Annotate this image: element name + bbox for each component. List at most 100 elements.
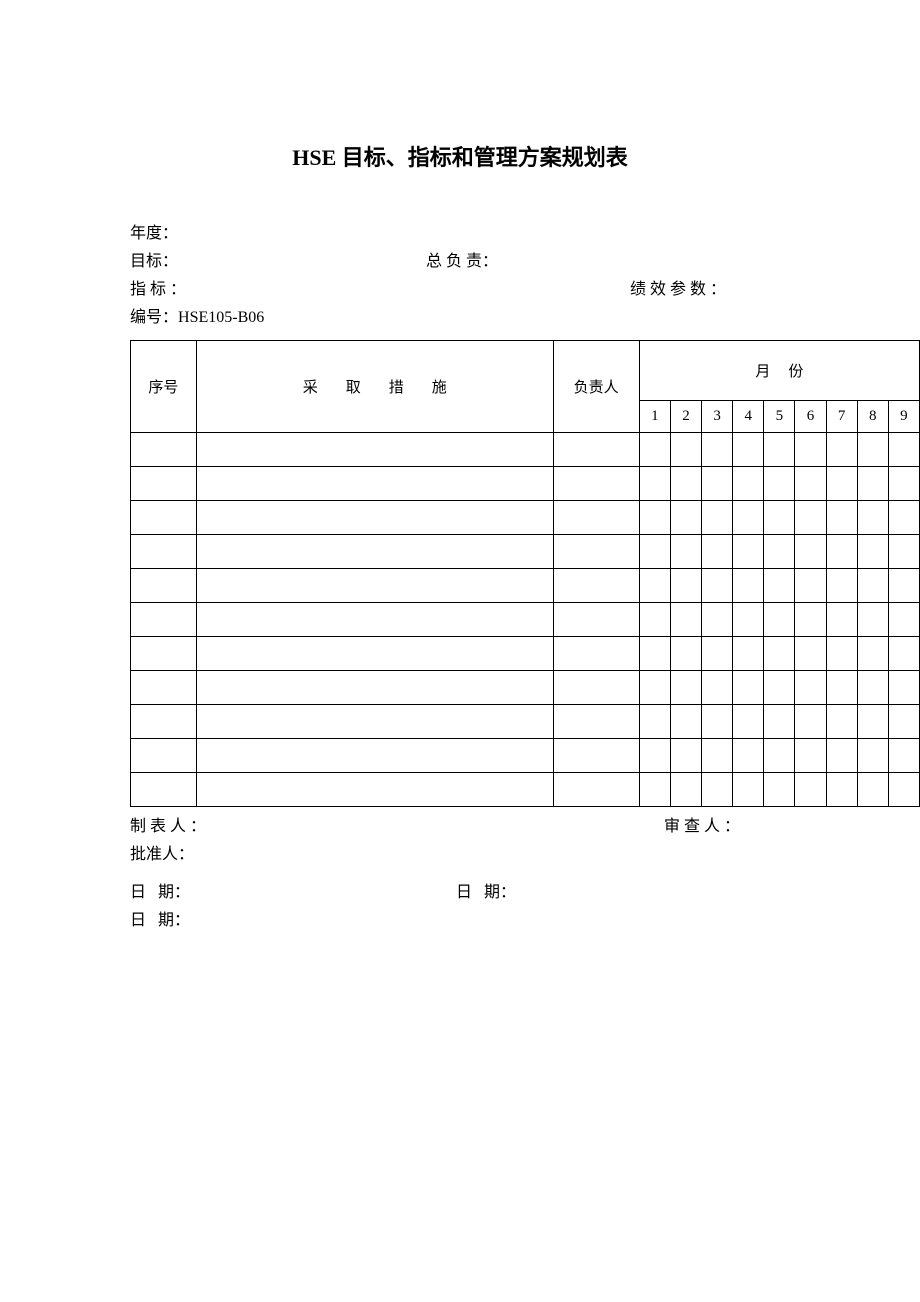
table-cell bbox=[795, 739, 826, 773]
table-cell bbox=[733, 569, 764, 603]
footer-row-1: 制 表 人 ： 审 查 人 ： bbox=[130, 813, 920, 841]
table-cell bbox=[670, 569, 701, 603]
table-cell bbox=[795, 705, 826, 739]
table-row bbox=[131, 569, 920, 603]
table-cell bbox=[131, 467, 197, 501]
table-row bbox=[131, 773, 920, 807]
table-cell bbox=[826, 467, 857, 501]
footer-block: 制 表 人 ： 审 查 人 ： 批准人： 日 期： 日 期： 日 期： bbox=[130, 813, 920, 935]
table-cell bbox=[888, 467, 919, 501]
table-cell bbox=[888, 773, 919, 807]
table-cell bbox=[764, 773, 795, 807]
table-cell bbox=[764, 671, 795, 705]
col-header-month-5: 5 bbox=[764, 401, 795, 433]
table-row bbox=[131, 603, 920, 637]
table-cell bbox=[553, 433, 639, 467]
table-cell bbox=[795, 671, 826, 705]
code-label: 编号： bbox=[130, 304, 178, 332]
table-cell bbox=[826, 773, 857, 807]
table-row bbox=[131, 637, 920, 671]
code-value: HSE105-B06 bbox=[178, 304, 264, 332]
table-cell bbox=[639, 501, 670, 535]
table-cell bbox=[702, 739, 733, 773]
table-cell bbox=[733, 535, 764, 569]
meta-row-year: 年度： bbox=[130, 220, 920, 248]
table-cell bbox=[670, 603, 701, 637]
col-header-month-1: 1 bbox=[639, 401, 670, 433]
table-cell bbox=[857, 535, 888, 569]
table-cell bbox=[733, 501, 764, 535]
table-cell bbox=[702, 433, 733, 467]
table-cell bbox=[857, 637, 888, 671]
table-cell bbox=[702, 603, 733, 637]
table-cell bbox=[131, 569, 197, 603]
table-cell bbox=[795, 433, 826, 467]
table-cell bbox=[857, 671, 888, 705]
table-cell bbox=[553, 705, 639, 739]
table-cell bbox=[131, 671, 197, 705]
table-cell bbox=[826, 637, 857, 671]
table-cell bbox=[733, 671, 764, 705]
table-cell bbox=[826, 705, 857, 739]
table-cell bbox=[764, 467, 795, 501]
table-cell bbox=[888, 739, 919, 773]
table-cell bbox=[702, 535, 733, 569]
col-header-month-4: 4 bbox=[733, 401, 764, 433]
table-cell bbox=[131, 739, 197, 773]
table-cell bbox=[795, 603, 826, 637]
table-cell bbox=[553, 773, 639, 807]
table-cell bbox=[670, 535, 701, 569]
objective-label: 目标： bbox=[130, 248, 426, 276]
table-cell bbox=[826, 603, 857, 637]
col-header-seq: 序号 bbox=[131, 341, 197, 433]
table-cell bbox=[196, 569, 553, 603]
table-cell bbox=[857, 603, 888, 637]
table-cell bbox=[131, 773, 197, 807]
table-cell bbox=[795, 535, 826, 569]
table-cell bbox=[764, 637, 795, 671]
table-cell bbox=[826, 501, 857, 535]
table-cell bbox=[702, 637, 733, 671]
document-title: HSE 目标、指标和管理方案规划表 bbox=[130, 140, 790, 172]
table-cell bbox=[795, 501, 826, 535]
table-cell bbox=[795, 569, 826, 603]
table-cell bbox=[857, 773, 888, 807]
table-cell bbox=[553, 467, 639, 501]
table-cell bbox=[639, 739, 670, 773]
col-header-month-group: 月份 bbox=[639, 341, 919, 401]
year-label: 年度： bbox=[130, 220, 178, 248]
table-cell bbox=[553, 671, 639, 705]
table-cell bbox=[639, 569, 670, 603]
table-row bbox=[131, 671, 920, 705]
table-cell bbox=[702, 467, 733, 501]
preparer-label: 制 表 人 ： bbox=[130, 813, 664, 841]
table-cell bbox=[553, 501, 639, 535]
table-row bbox=[131, 739, 920, 773]
table-cell bbox=[857, 433, 888, 467]
table-cell bbox=[888, 671, 919, 705]
table-cell bbox=[857, 467, 888, 501]
table-cell bbox=[639, 467, 670, 501]
footer-row-4: 日 期： bbox=[130, 907, 920, 935]
table-cell bbox=[670, 739, 701, 773]
table-cell bbox=[733, 603, 764, 637]
table-cell bbox=[196, 467, 553, 501]
table-cell bbox=[639, 637, 670, 671]
table-cell bbox=[196, 433, 553, 467]
table-cell bbox=[888, 705, 919, 739]
table-cell bbox=[857, 569, 888, 603]
table-cell bbox=[131, 603, 197, 637]
table-cell bbox=[795, 773, 826, 807]
page-container: HSE 目标、指标和管理方案规划表 年度： 目标： 总 负 责： 指 标 ： 绩… bbox=[0, 0, 920, 935]
col-header-month-2: 2 bbox=[670, 401, 701, 433]
table-cell bbox=[196, 603, 553, 637]
table-cell bbox=[639, 773, 670, 807]
footer-row-3: 日 期： 日 期： bbox=[130, 879, 920, 907]
table-cell bbox=[826, 569, 857, 603]
col-header-month-9: 9 bbox=[888, 401, 919, 433]
table-cell bbox=[639, 535, 670, 569]
table-row bbox=[131, 535, 920, 569]
table-cell bbox=[553, 535, 639, 569]
table-cell bbox=[670, 501, 701, 535]
table-cell bbox=[764, 705, 795, 739]
